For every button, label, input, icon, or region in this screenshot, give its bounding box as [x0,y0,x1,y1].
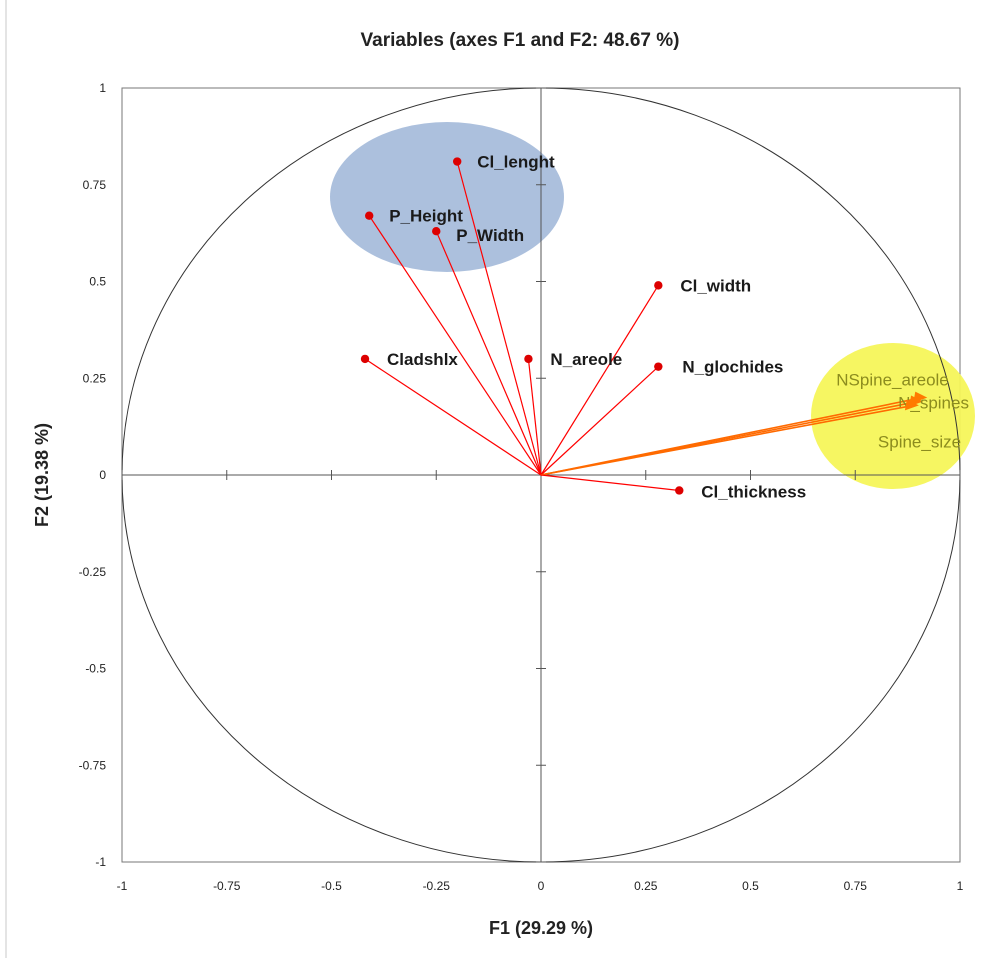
label-cl-thickness: Cl_thickness [701,482,806,501]
point-n-glochides [654,362,663,371]
point-cladshlx [360,354,370,364]
chart-title: Variables (axes F1 and F2: 48.67 %) [361,30,680,51]
point-cl-width [654,281,663,290]
label-n-spines: N_spines [898,393,969,412]
point-cl-thickness [675,486,684,495]
x-tick-label: 0.5 [742,879,759,893]
vector-p-height [368,215,542,476]
vector-arrowhead-spine-size [904,399,919,411]
x-tick-label: -0.5 [321,879,342,893]
vector-cl-thickness [540,474,680,492]
label-cl-lenght: Cl_lenght [477,153,555,172]
label-n-areole: N_areole [550,350,622,369]
y-tick-label: 0.25 [83,371,107,385]
highlight-group [330,122,975,489]
y-tick-label: 0.5 [89,275,106,289]
vector-cladshlx [364,358,542,476]
x-tick-label: -0.25 [423,879,451,893]
y-tick-label: -0.25 [79,565,107,579]
x-tick-label: 1 [957,879,964,893]
highlight-ellipse-yellow [811,343,975,489]
point-p-width [432,226,441,236]
vector-cl-lenght [456,161,542,476]
label-p-height: P_Height [389,207,463,226]
label-cladshlx: Cladshlx [387,350,458,369]
x-tick-label: -1 [117,879,128,893]
point-p-height [365,211,374,220]
highlight-ellipse-blue [330,122,564,272]
vector-cl-width [540,285,659,476]
x-tick-label: 0 [538,879,545,893]
vector-n-glochides [540,366,659,476]
x-tick-label: -0.75 [213,879,241,893]
label-spine-size: Spine_size [878,432,961,451]
x-tick-label: 0.25 [634,879,658,893]
y-tick-label: 1 [99,81,106,95]
label-p-width: P_Width [456,226,524,245]
vector-n-areole [527,358,542,476]
vector-p-width [435,230,542,476]
y-tick-label: -1 [95,855,106,869]
y-tick-label: -0.5 [85,662,106,676]
x-axis-title: F1 (29.29 %) [489,918,593,938]
label-nspine-areole: NSpine_areole [836,371,948,390]
point-n-areole [524,354,533,364]
vector-spine-size [540,404,915,476]
label-cl-width: Cl_width [680,276,751,295]
y-tick-label: 0.75 [83,178,107,192]
tick-labels-layer: -1 -0.75 -0.5 -0.25 0 0.25 0.5 0.75 1 1 0.75 0.5 0.2… [79,81,964,893]
point-cl-lenght [453,157,462,166]
y-tick-label: 0 [99,468,106,482]
y-axis-title: F2 (19.38 %) [32,423,52,527]
label-n-glochides: N_glochides [682,358,783,377]
y-tick-label: -0.75 [79,758,107,772]
x-tick-label: 0.75 [844,879,868,893]
